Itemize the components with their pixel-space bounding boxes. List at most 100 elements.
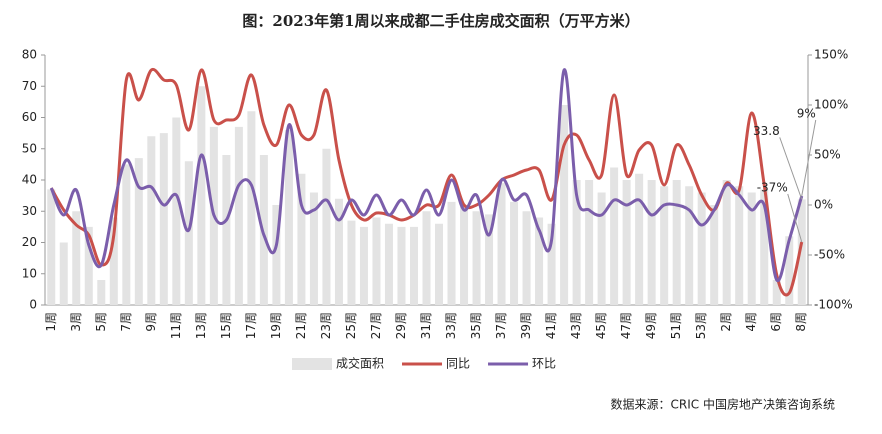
bar bbox=[497, 183, 506, 305]
bar bbox=[134, 158, 143, 305]
bar bbox=[747, 192, 756, 305]
bar bbox=[685, 186, 694, 305]
x-tick-label: 8周 bbox=[794, 312, 808, 332]
leader-line bbox=[779, 137, 803, 200]
bar bbox=[409, 226, 418, 305]
x-tick-label: 39周 bbox=[519, 312, 533, 339]
x-tick-label: 2周 bbox=[719, 312, 733, 332]
x-tick-label: 11周 bbox=[169, 312, 183, 339]
bar bbox=[572, 180, 581, 305]
x-tick-label: 53周 bbox=[694, 312, 708, 339]
bar bbox=[197, 86, 206, 305]
x-tick-label: 23周 bbox=[319, 312, 333, 339]
chart-title: 图：2023年第1周以来成都二手住房成交面积（万平方米） bbox=[242, 12, 639, 30]
bar bbox=[159, 133, 168, 305]
x-tick-label: 35周 bbox=[469, 312, 483, 339]
x-tick-label: 7周 bbox=[119, 312, 133, 332]
legend-label: 同比 bbox=[446, 357, 470, 371]
y2-tick-label: -100% bbox=[814, 298, 853, 312]
bar bbox=[359, 226, 368, 305]
x-tick-label: 13周 bbox=[194, 312, 208, 339]
x-tick-label: 33周 bbox=[444, 312, 458, 339]
bar bbox=[785, 236, 794, 305]
y2-tick-label: 100% bbox=[814, 98, 848, 112]
bar bbox=[47, 189, 56, 305]
y2-tick-label: 50% bbox=[814, 148, 841, 162]
bar bbox=[309, 192, 318, 305]
bar bbox=[672, 180, 681, 305]
bar bbox=[772, 280, 781, 305]
x-tick-label: 43周 bbox=[569, 312, 583, 339]
bar bbox=[109, 217, 118, 305]
bar bbox=[485, 214, 494, 305]
bar bbox=[272, 205, 281, 305]
x-tick-label: 25周 bbox=[344, 312, 358, 339]
x-tick-label: 41周 bbox=[544, 312, 558, 339]
y2-tick-label: 0% bbox=[814, 198, 833, 212]
y2-tick-label: -50% bbox=[814, 248, 845, 262]
x-tick-label: 9周 bbox=[144, 312, 158, 332]
x-tick-label: 31周 bbox=[419, 312, 433, 339]
x-tick-label: 27周 bbox=[369, 312, 383, 339]
bar bbox=[535, 217, 544, 305]
bar bbox=[122, 164, 131, 305]
x-tick-label: 15周 bbox=[219, 312, 233, 339]
y-tick-label: 20 bbox=[22, 235, 37, 249]
y-tick-label: 40 bbox=[22, 173, 37, 187]
bar bbox=[147, 136, 156, 305]
bar bbox=[347, 220, 356, 305]
x-tick-label: 37周 bbox=[494, 312, 508, 339]
y-tick-label: 10 bbox=[22, 266, 37, 280]
bar bbox=[460, 205, 469, 305]
leader-line bbox=[801, 119, 817, 197]
leader-line bbox=[787, 193, 803, 243]
line bbox=[49, 68, 804, 283]
y-tick-label: 50 bbox=[22, 141, 37, 155]
x-tick-label: 49周 bbox=[644, 312, 658, 339]
bar bbox=[697, 192, 706, 305]
bar bbox=[334, 198, 343, 305]
bar bbox=[284, 130, 293, 305]
bar bbox=[710, 205, 719, 305]
y-tick-label: 70 bbox=[22, 79, 37, 93]
y-tick-label: 30 bbox=[22, 204, 37, 218]
bar bbox=[84, 226, 93, 305]
bar bbox=[59, 242, 68, 305]
x-tick-label: 5周 bbox=[94, 312, 108, 332]
bar bbox=[422, 211, 431, 305]
bar bbox=[184, 161, 193, 305]
x-tick-label: 45周 bbox=[594, 312, 608, 339]
bar bbox=[760, 189, 769, 305]
bar bbox=[472, 211, 481, 305]
x-tick-label: 6周 bbox=[769, 312, 783, 332]
bar bbox=[647, 180, 656, 305]
bar bbox=[397, 226, 406, 305]
y2-tick-label: 150% bbox=[814, 48, 848, 62]
source: 数据来源：CRIC 中国房地产决策咨询系统 bbox=[611, 397, 835, 412]
x-tick-label: 21周 bbox=[294, 312, 308, 339]
bar bbox=[322, 148, 331, 305]
bar bbox=[660, 186, 669, 305]
x-tick-label: 17周 bbox=[244, 312, 258, 339]
x-tick-label: 3周 bbox=[69, 312, 83, 332]
y-tick-label: 0 bbox=[29, 298, 37, 312]
y-tick-label: 80 bbox=[22, 48, 37, 62]
bar bbox=[797, 199, 806, 305]
line bbox=[49, 67, 804, 297]
x-tick-label: 4周 bbox=[744, 312, 758, 332]
bar bbox=[372, 217, 381, 305]
bar bbox=[585, 180, 594, 305]
x-tick-label: 51周 bbox=[669, 312, 683, 339]
x-tick-label: 1周 bbox=[44, 312, 58, 332]
y-tick-label: 60 bbox=[22, 110, 37, 124]
legend-label: 成交面积 bbox=[336, 356, 384, 371]
data-label: 33.8 bbox=[753, 124, 780, 138]
bar bbox=[622, 180, 631, 305]
legend-label: 环比 bbox=[532, 357, 556, 371]
bar bbox=[735, 186, 744, 305]
bar bbox=[435, 223, 444, 305]
x-tick-label: 47周 bbox=[619, 312, 633, 339]
bar bbox=[172, 117, 181, 305]
x-tick-label: 19周 bbox=[269, 312, 283, 339]
bar bbox=[597, 192, 606, 305]
